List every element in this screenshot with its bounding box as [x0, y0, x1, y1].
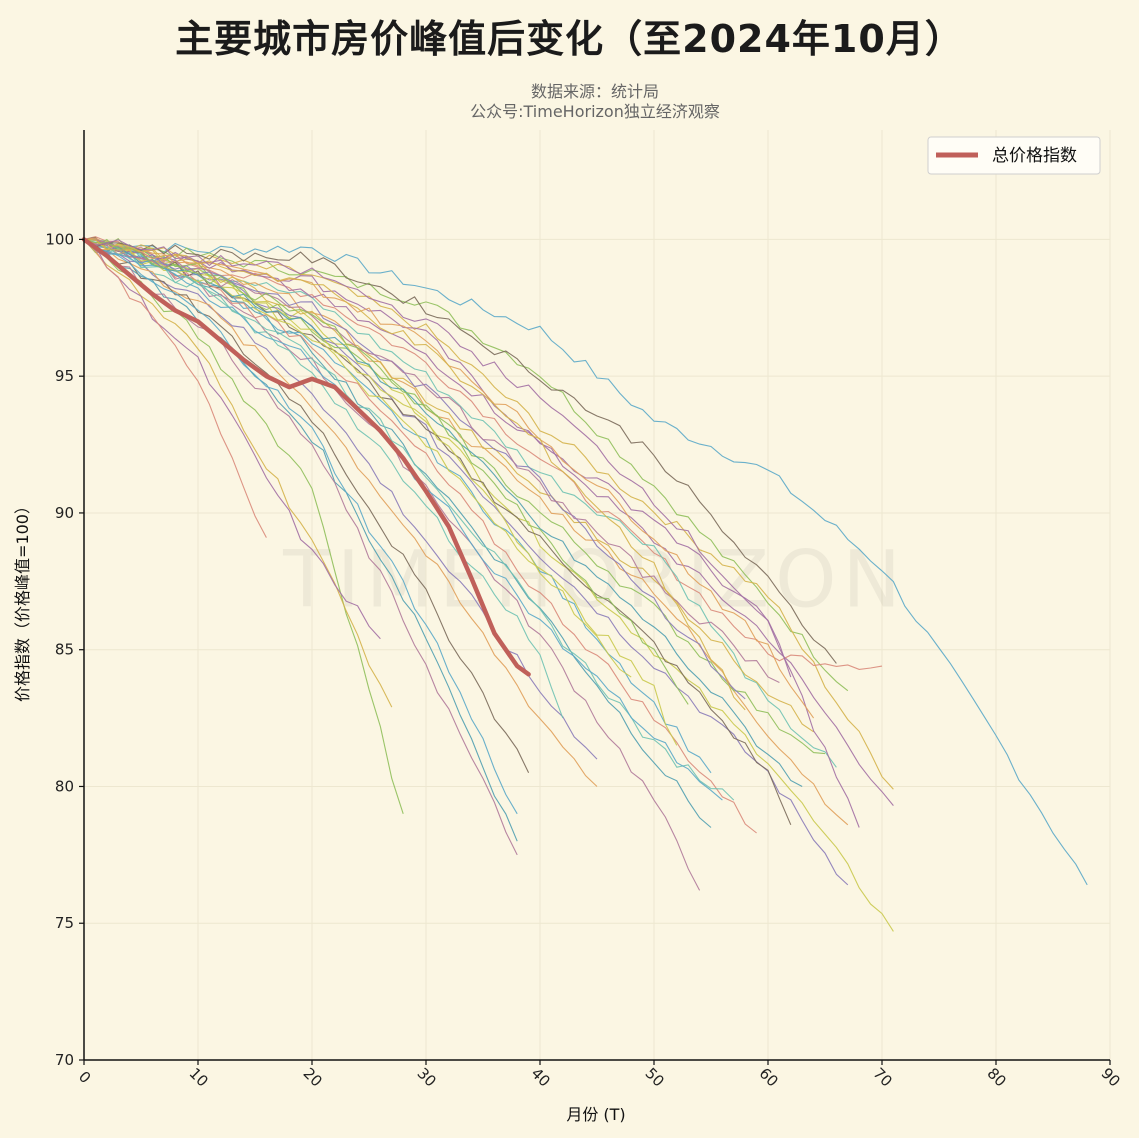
x-tick-label: 90	[1098, 1064, 1124, 1090]
axes	[79, 130, 1111, 1065]
city-series-line	[83, 238, 837, 664]
x-tick-label: 30	[414, 1064, 440, 1090]
x-tick-label: 10	[186, 1064, 212, 1090]
city-series-group	[83, 236, 1088, 932]
city-series-line	[83, 238, 598, 760]
x-tick-label: 50	[642, 1064, 668, 1090]
legend-box	[927, 136, 1101, 175]
city-series-line	[83, 238, 564, 719]
city-series-line	[83, 239, 518, 842]
city-series-line	[83, 238, 849, 826]
city-series-line	[83, 238, 780, 683]
tick-labels: 0 10 20 30 40 50 60 70 80 90 70 75 80 85 90 95 100	[45, 230, 1123, 1090]
chart-subtitle-account: 公众号:TimeHorizon独立经济观察	[470, 102, 720, 121]
chart-subtitle-source: 数据来源：统计局	[530, 82, 659, 101]
city-series-line	[83, 239, 518, 815]
city-series-line	[83, 238, 814, 733]
city-series-line	[83, 238, 746, 711]
y-tick-label: 95	[55, 367, 74, 385]
city-series-line	[83, 238, 837, 768]
x-tick-label: 0	[75, 1068, 94, 1087]
index-series-group	[81, 237, 531, 677]
city-series-line	[83, 238, 860, 828]
city-series-line	[83, 238, 735, 801]
city-series-line	[83, 238, 723, 801]
x-axis-label: 月份 (T)	[566, 1105, 625, 1124]
city-series-line	[83, 238, 894, 806]
x-tick-label: 80	[984, 1064, 1010, 1090]
y-axis-label: 价格指数（价格峰值=100）	[13, 498, 32, 702]
city-series-line	[83, 238, 530, 774]
city-series-line	[83, 236, 883, 670]
y-tick-label: 90	[55, 504, 74, 522]
x-tick-label: 60	[756, 1064, 782, 1090]
city-series-line	[83, 238, 746, 700]
city-series-line	[83, 238, 404, 814]
legend: 总价格指数	[927, 136, 1101, 175]
city-series-line	[83, 239, 393, 708]
legend-label: 总价格指数	[992, 146, 1077, 166]
city-series-line	[83, 238, 381, 640]
city-series-line	[83, 238, 826, 755]
x-tick-label: 40	[528, 1064, 554, 1090]
city-series-line	[83, 238, 678, 746]
city-series-line	[83, 237, 849, 692]
index-series-line	[81, 237, 531, 677]
chart-title: 主要城市房价峰值后变化（至2024年10月）	[175, 17, 964, 61]
y-tick-label: 75	[55, 914, 74, 932]
y-tick-label: 85	[55, 641, 74, 659]
city-series-line	[83, 238, 712, 828]
y-tick-label: 70	[55, 1051, 74, 1069]
y-tick-label: 80	[55, 777, 74, 795]
x-tick-label: 70	[870, 1064, 896, 1090]
city-series-line	[83, 238, 1088, 886]
watermark-text: TIMEHORIZON	[282, 535, 907, 625]
city-series-line	[83, 238, 894, 790]
city-series-line	[83, 238, 792, 678]
y-tick-label: 100	[45, 230, 74, 248]
city-series-line	[83, 239, 267, 538]
city-series-line	[83, 238, 689, 705]
x-tick-label: 20	[300, 1064, 326, 1090]
